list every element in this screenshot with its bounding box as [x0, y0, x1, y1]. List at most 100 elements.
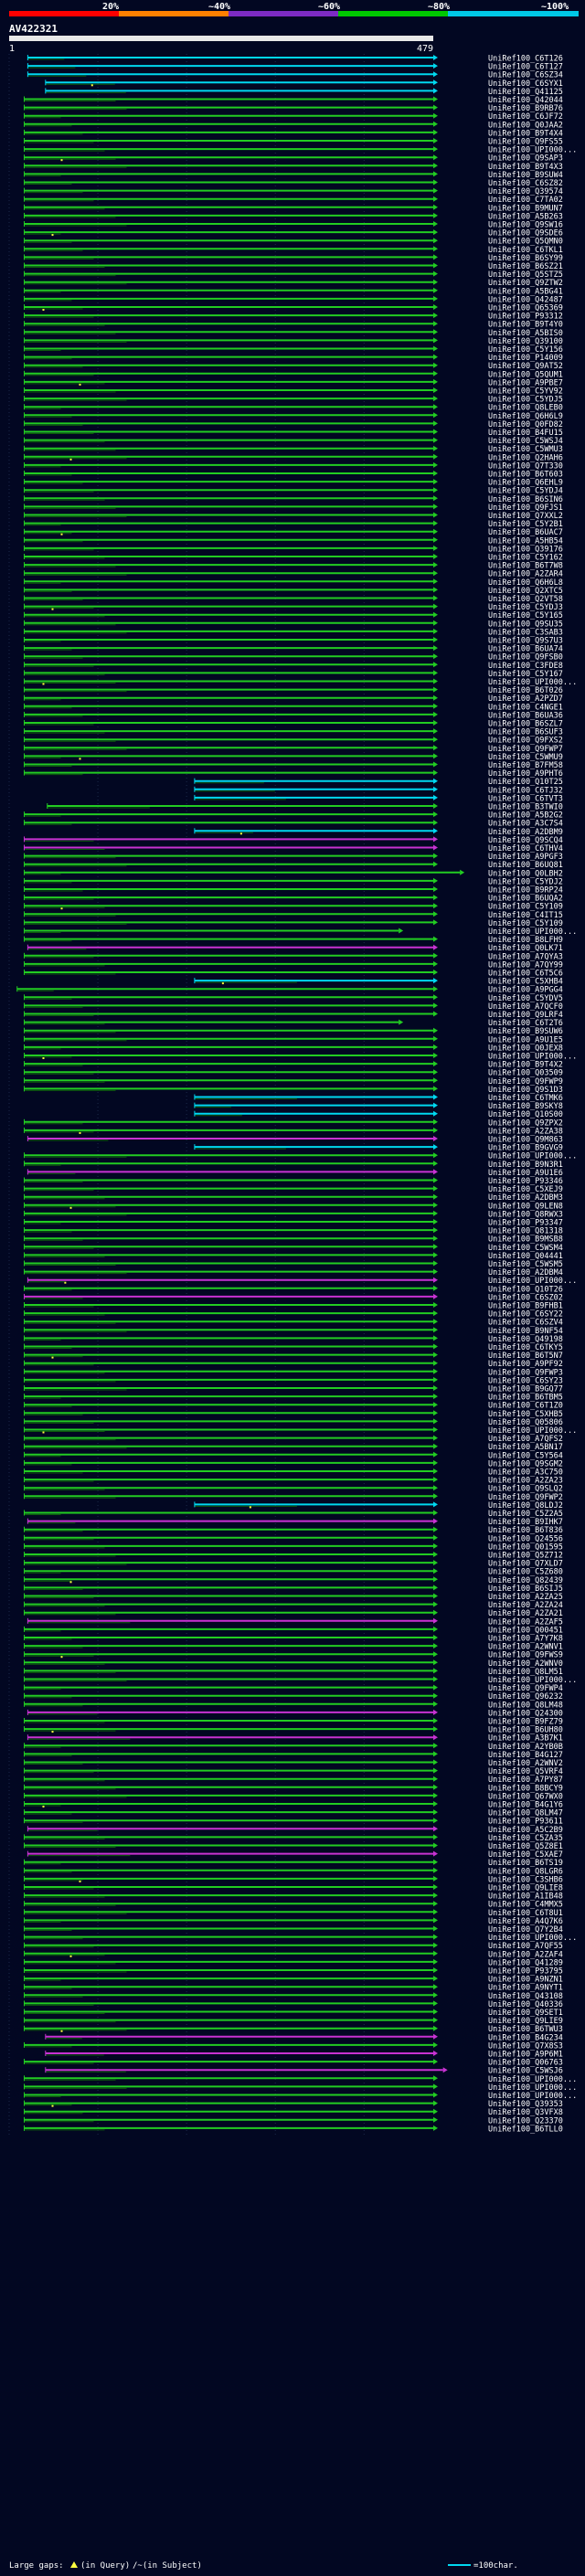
hit-label[interactable]: UniRef100_C5Z2A5 — [488, 1510, 563, 1519]
hit-label[interactable]: UniRef100_Q41125 — [488, 88, 563, 97]
hit-label[interactable]: UniRef100_P93611 — [488, 1818, 563, 1827]
hit-label[interactable]: UniRef100_B9T4Y0 — [488, 321, 563, 330]
hit-label[interactable]: UniRef100_B6UAC7 — [488, 528, 563, 537]
hit-label[interactable]: UniRef100_C6T1Z0 — [488, 1402, 563, 1411]
hit-label[interactable]: UniRef100_A5C2B9 — [488, 1826, 563, 1835]
hit-label[interactable]: UniRef100_C5WMU3 — [488, 445, 563, 454]
hit-label[interactable]: UniRef100_Q7XLD7 — [488, 1560, 563, 1569]
hit-label[interactable]: UniRef100_B6T603 — [488, 471, 563, 480]
hit-label[interactable]: UniRef100_Q8LM51 — [488, 1668, 563, 1677]
hit-label[interactable]: UniRef100_B9T4X4 — [488, 129, 563, 138]
hit-label[interactable]: UniRef100_Q10S00 — [488, 1110, 563, 1119]
hit-label[interactable]: UniRef100_B6TBM5 — [488, 1394, 563, 1403]
hit-label[interactable]: UniRef100_B9SUW6 — [488, 1027, 563, 1036]
hit-label[interactable]: UniRef100_P93346 — [488, 1177, 563, 1186]
hit-label[interactable]: UniRef100_Q9FWP3 — [488, 1368, 563, 1377]
hit-label[interactable]: UniRef100_Q8RWX3 — [488, 1210, 563, 1219]
hit-label[interactable]: UniRef100_Q9SLQ2 — [488, 1485, 563, 1494]
hit-label[interactable]: UniRef100_Q8LEB0 — [488, 404, 563, 413]
hit-label[interactable]: UniRef100_Q10T26 — [488, 1285, 563, 1294]
hit-label[interactable]: UniRef100_Q0FD82 — [488, 420, 563, 429]
hit-label[interactable]: UniRef100_UPI000... — [488, 2092, 577, 2101]
hit-label[interactable]: UniRef100_P93347 — [488, 1219, 563, 1228]
hit-label[interactable]: UniRef100_Q9ZTW2 — [488, 279, 563, 288]
hit-label[interactable]: UniRef100_B6TWU3 — [488, 2025, 563, 2034]
hit-label[interactable]: UniRef100_Q9LIE8 — [488, 1884, 563, 1893]
hit-label[interactable]: UniRef100_C6SZ82 — [488, 179, 563, 188]
hit-label[interactable]: UniRef100_A5BN17 — [488, 1443, 563, 1452]
hit-label[interactable]: UniRef100_C5XHB4 — [488, 978, 563, 987]
hit-label[interactable]: UniRef100_Q9FWP4 — [488, 1684, 563, 1693]
hit-label[interactable]: UniRef100_Q9SGM2 — [488, 1459, 563, 1468]
hit-label[interactable]: UniRef100_A7QYA3 — [488, 952, 563, 961]
hit-label[interactable]: UniRef100_UPI000... — [488, 1676, 577, 1685]
hit-label[interactable]: UniRef100_B9FHB1 — [488, 1302, 563, 1311]
hit-label[interactable]: UniRef100_C5XHB5 — [488, 1410, 563, 1419]
hit-label[interactable]: UniRef100_A2YB0B — [488, 1743, 563, 1752]
hit-label[interactable]: UniRef100_Q9FWP7 — [488, 745, 563, 754]
hit-label[interactable]: UniRef100_B9GVG9 — [488, 1144, 563, 1153]
hit-label[interactable]: UniRef100_Q9SCQ4 — [488, 836, 563, 845]
hit-label[interactable]: UniRef100_B6SY99 — [488, 254, 563, 263]
hit-label[interactable]: UniRef100_Q40336 — [488, 2000, 563, 2009]
hit-label[interactable]: UniRef100_C5Z680 — [488, 1568, 563, 1577]
hit-label[interactable]: UniRef100_B9N3R1 — [488, 1161, 563, 1170]
hit-label[interactable]: UniRef100_Q39100 — [488, 337, 563, 346]
hit-label[interactable]: UniRef100_C6T5C6 — [488, 970, 563, 979]
hit-label[interactable]: UniRef100_B9FZ79 — [488, 1718, 563, 1727]
hit-label[interactable]: UniRef100_Q06763 — [488, 2059, 563, 2068]
hit-label[interactable]: UniRef100_C5Y165 — [488, 611, 563, 620]
hit-label[interactable]: UniRef100_Q9LRF4 — [488, 1011, 563, 1020]
hit-label[interactable]: UniRef100_Q04441 — [488, 1252, 563, 1261]
hit-label[interactable]: UniRef100_C5YDJ2 — [488, 877, 563, 886]
hit-label[interactable]: UniRef100_Q2VT58 — [488, 595, 563, 604]
hit-label[interactable]: UniRef100_Q9FJS1 — [488, 504, 563, 513]
hit-label[interactable]: UniRef100_Q05806 — [488, 1418, 563, 1427]
hit-label[interactable]: UniRef100_Q7T330 — [488, 461, 563, 471]
hit-label[interactable]: UniRef100_B6TS19 — [488, 1859, 563, 1868]
hit-label[interactable]: UniRef100_A3C7S4 — [488, 820, 563, 829]
hit-label[interactable]: UniRef100_A5BG41 — [488, 287, 563, 296]
hit-label[interactable]: UniRef100_A9PBE7 — [488, 378, 563, 387]
hit-label[interactable]: UniRef100_Q9SDE6 — [488, 229, 563, 239]
hit-label[interactable]: UniRef100_Q8LM48 — [488, 1701, 563, 1710]
hit-label[interactable]: UniRef100_C6T127 — [488, 63, 563, 72]
hit-label[interactable]: UniRef100_UPI000... — [488, 678, 577, 687]
hit-label[interactable]: UniRef100_A4Q7K6 — [488, 1917, 563, 1926]
hit-label[interactable]: UniRef100_A2WNV2 — [488, 1759, 563, 1768]
hit-label[interactable]: UniRef100_B6T5N7 — [488, 1352, 563, 1361]
hit-label[interactable]: UniRef100_B6UQ81 — [488, 861, 563, 870]
hit-label[interactable]: UniRef100_Q9S7U3 — [488, 637, 563, 646]
hit-label[interactable]: UniRef100_Q01595 — [488, 1542, 563, 1552]
hit-label[interactable]: UniRef100_A3C750 — [488, 1468, 563, 1478]
hit-label[interactable]: UniRef100_B9T4X3 — [488, 163, 563, 172]
hit-label[interactable]: UniRef100_A7PY87 — [488, 1776, 563, 1785]
hit-label[interactable]: UniRef100_B9SKY8 — [488, 1102, 563, 1111]
hit-label[interactable]: UniRef100_B6TLL0 — [488, 2125, 563, 2134]
hit-label[interactable]: UniRef100_C7TA02 — [488, 196, 563, 205]
hit-label[interactable]: UniRef100_Q10T25 — [488, 778, 563, 787]
hit-label[interactable]: UniRef100_B4G127 — [488, 1751, 563, 1760]
hit-label[interactable]: UniRef100_C6TMK6 — [488, 1094, 563, 1103]
hit-label[interactable]: UniRef100_Q6EHL9 — [488, 479, 563, 488]
hit-label[interactable]: UniRef100_A5B263 — [488, 212, 563, 221]
hit-label[interactable]: UniRef100_UPI000... — [488, 2075, 577, 2084]
hit-label[interactable]: UniRef100_B4G234 — [488, 2033, 563, 2042]
hit-label[interactable]: UniRef100_Q9FWS9 — [488, 1651, 563, 1660]
hit-label[interactable]: UniRef100_C5Y109 — [488, 903, 563, 912]
hit-label[interactable]: UniRef100_A2ZA23 — [488, 1477, 563, 1486]
hit-label[interactable]: UniRef100_C5YV92 — [488, 387, 563, 397]
hit-label[interactable]: UniRef100_C5WSJ6 — [488, 2067, 563, 2076]
hit-label[interactable]: UniRef100_B9NF54 — [488, 1327, 563, 1336]
hit-label[interactable]: UniRef100_B9MSB8 — [488, 1235, 563, 1245]
hit-label[interactable]: UniRef100_Q9S1D3 — [488, 1086, 563, 1095]
hit-label[interactable]: UniRef100_UPI000... — [488, 146, 577, 155]
hit-label[interactable]: UniRef100_Q6H6L8 — [488, 578, 563, 588]
hit-label[interactable]: UniRef100_Q9AT52 — [488, 362, 563, 371]
hit-label[interactable]: UniRef100_A5BIS0 — [488, 329, 563, 338]
hit-label[interactable]: UniRef100_B6SZ21 — [488, 262, 563, 271]
hit-label[interactable]: UniRef100_C3SHB6 — [488, 1875, 563, 1884]
hit-label[interactable]: UniRef100_Q0LK71 — [488, 944, 563, 953]
hit-label[interactable]: UniRef100_A2DBM4 — [488, 1268, 563, 1277]
hit-label[interactable]: UniRef100_Q2HAH6 — [488, 453, 563, 462]
